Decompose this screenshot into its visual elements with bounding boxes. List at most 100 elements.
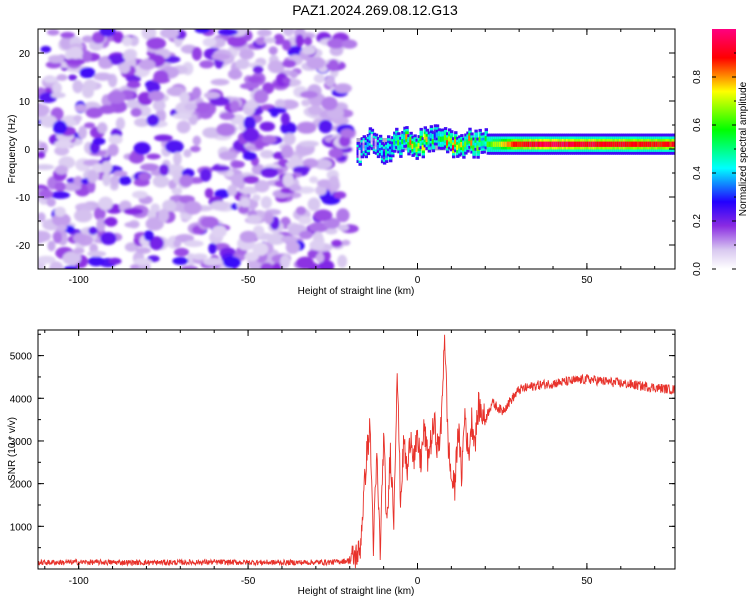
noise-blob [252, 65, 264, 74]
signal-cell [486, 141, 490, 147]
noise-blob [108, 134, 123, 145]
signal-cell [622, 141, 627, 147]
signal-cell [401, 138, 405, 145]
noise-blob [203, 257, 223, 266]
noise-blob [63, 265, 79, 269]
x-tick-label: 50 [581, 275, 593, 286]
noise-blob [318, 260, 335, 269]
noise-blob [289, 70, 298, 79]
signal-cell [425, 136, 429, 142]
noise-blob [303, 36, 313, 46]
noise-blob [292, 166, 310, 174]
signal-cell [543, 141, 547, 147]
noise-blob [40, 45, 52, 53]
noise-blob [260, 149, 274, 159]
noise-blob [180, 265, 199, 269]
noise-blob [47, 29, 60, 36]
colorbar-tick-label: 0.4 [692, 166, 703, 180]
x-tick-label: -50 [241, 576, 256, 587]
signal-cell [549, 141, 553, 147]
signal-cell [645, 141, 649, 147]
signal-cell [628, 141, 633, 147]
snr-line [38, 334, 675, 569]
noise-blob [158, 208, 169, 223]
signal-cell [423, 134, 427, 140]
signal-cell [504, 141, 509, 147]
noise-blob [118, 175, 132, 186]
noise-blob [227, 184, 238, 196]
noise-blob [274, 99, 286, 109]
signal-cell [494, 141, 499, 147]
signal-cell [393, 139, 397, 145]
signal-cell [535, 141, 539, 147]
noise-blob [62, 251, 82, 266]
noise-blob [98, 57, 112, 69]
noise-blob [295, 206, 307, 215]
noise-blob [150, 203, 160, 213]
signal-cell [431, 139, 436, 145]
signal-cell [376, 145, 381, 151]
noise-blob [146, 81, 161, 94]
noise-blob [83, 122, 96, 129]
noise-blob [325, 227, 338, 235]
noise-blob [128, 152, 145, 164]
signal-cell [515, 141, 519, 147]
signal-cell [539, 141, 543, 147]
noise-blob [49, 261, 64, 269]
noise-blob [172, 112, 192, 120]
spectrogram-y-ticks: -20 -10 0 10 20 [16, 28, 675, 270]
x-tick-label: -50 [241, 275, 256, 286]
noise-blob [130, 264, 140, 269]
signal-cell [553, 141, 558, 147]
signal-cell [584, 141, 588, 147]
spectrogram-marks [38, 29, 675, 269]
signal-cell [411, 143, 415, 149]
noise-blob [122, 36, 133, 47]
signal-cell [659, 141, 663, 147]
noise-blob [149, 236, 165, 251]
snr-x-ticks: -100 -50 0 50 [44, 330, 656, 587]
signal-cell [643, 141, 647, 147]
spectrogram-x-label: Height of straight line (km) [298, 286, 415, 297]
noise-blob [273, 33, 285, 45]
noise-blob [297, 186, 315, 194]
colorbar-ticks: 0.0 0.2 0.4 0.6 0.8 [692, 52, 736, 276]
noise-blob [141, 29, 157, 40]
noise-blob [43, 76, 59, 83]
signal-cell [580, 141, 584, 147]
signal-cell [513, 141, 517, 147]
signal-cell [600, 141, 604, 147]
noise-blob [52, 82, 62, 95]
noise-blob [38, 230, 47, 244]
signal-cell [464, 141, 468, 147]
noise-blob [146, 114, 160, 127]
noise-blob [81, 35, 94, 43]
signal-cell [673, 141, 675, 147]
noise-blob [60, 31, 75, 39]
noise-blob [38, 255, 56, 264]
noise-blob [295, 34, 304, 48]
noise-blob [267, 233, 286, 245]
noise-blob [65, 58, 86, 66]
noise-blob [240, 197, 250, 208]
noise-blob [231, 160, 245, 169]
noise-blob [211, 225, 227, 238]
noise-blob [173, 151, 182, 166]
noise-blob [338, 135, 351, 148]
colorbar-tick-label: 0.0 [692, 262, 703, 276]
noise-blob [50, 92, 66, 99]
signal-cell [545, 141, 549, 147]
noise-blob [38, 164, 55, 171]
signal-cell [478, 136, 482, 143]
noise-blob [289, 184, 302, 192]
noise-blob [316, 179, 333, 188]
signal-cell [604, 141, 608, 147]
signal-cell [624, 141, 629, 147]
signal-cell [380, 150, 385, 156]
signal-cell [397, 140, 401, 146]
noise-blob [254, 180, 270, 193]
signal-cell [364, 145, 368, 151]
signal-cell [529, 141, 533, 147]
signal-cell [446, 140, 450, 146]
noise-blob [307, 197, 321, 211]
